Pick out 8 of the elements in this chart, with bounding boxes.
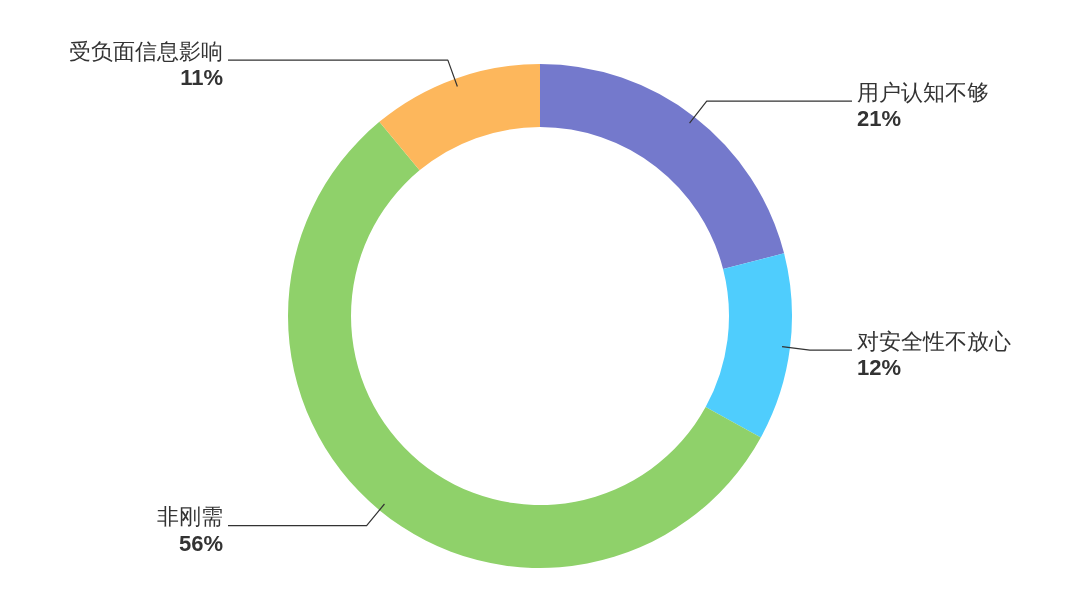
- data-label: 12%: [857, 355, 902, 381]
- slice-label: 受负面信息影响: [69, 38, 223, 64]
- data-label: 56%: [178, 530, 223, 556]
- slice-label: 对安全性不放心: [857, 328, 1011, 354]
- slice-label: 用户认知不够: [857, 79, 989, 105]
- data-label: 21%: [857, 106, 902, 132]
- slice-label: 非刚需: [157, 504, 223, 530]
- data-label: 11%: [180, 65, 223, 91]
